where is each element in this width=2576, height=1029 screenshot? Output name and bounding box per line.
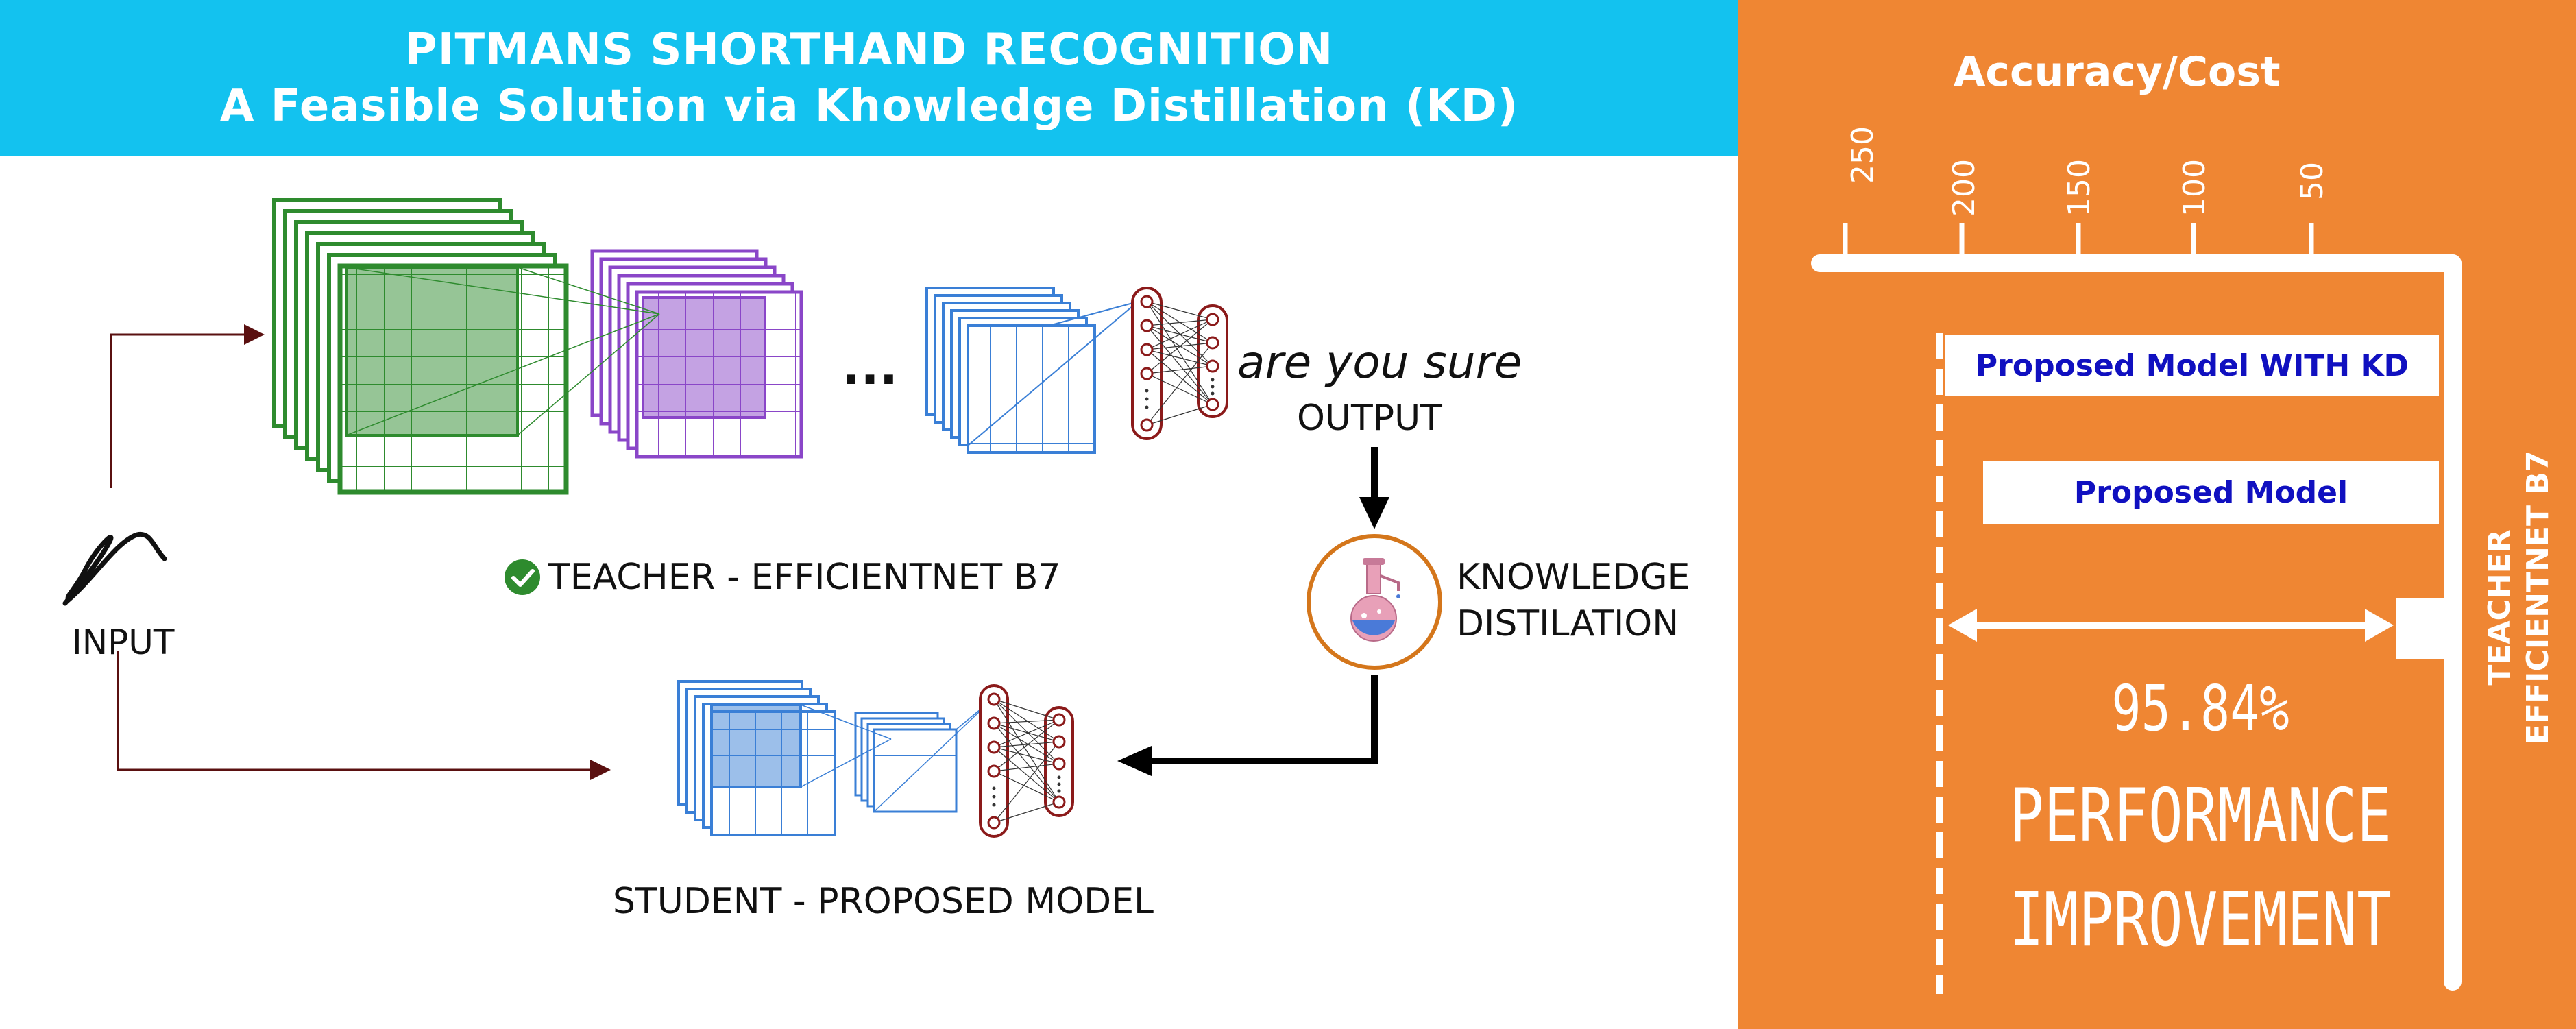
teacher-dense-layers <box>1131 287 1228 440</box>
header-title-line2: A Feasible Solution via Khowledge Distil… <box>219 81 1519 132</box>
student-label: STUDENT - PROPOSED MODEL <box>613 881 1154 922</box>
distilation-label: DISTILATION <box>1457 603 1679 644</box>
bar-proposed-model-kd-label: Proposed Model WITH KD <box>1975 348 2409 383</box>
header-banner: PITMANS SHORTHAND RECOGNITION A Feasible… <box>0 0 1738 156</box>
teacher-blue-conv-stack <box>925 287 1139 454</box>
distillation-node <box>1307 534 1442 670</box>
bar-proposed-model-kd: Proposed Model WITH KD <box>1945 335 2439 396</box>
panel-title: Accuracy/Cost <box>1954 48 2281 96</box>
teacher-vertical-label: TEACHER EFFICIENTNET B7 <box>2481 450 2557 744</box>
teacher-vertical-line1: TEACHER <box>2482 529 2517 686</box>
teacher-vertical-line2: EFFICIENTNET B7 <box>2520 450 2555 744</box>
teacher-green-conv-stack <box>272 198 569 495</box>
input-arrow-teacher <box>110 324 265 488</box>
improvement-line1: PERFORMANCE <box>2009 773 2392 859</box>
header-title-line1: PITMANS SHORTHAND RECOGNITION <box>404 25 1334 75</box>
handwriting-stroke-icon <box>62 531 167 606</box>
flask-icon <box>1350 558 1400 642</box>
output-to-distillation-arrow <box>1359 447 1389 529</box>
bar-proposed-model: Proposed Model <box>1983 461 2439 524</box>
knowledge-label: KNOWLEDGE <box>1457 557 1690 598</box>
tick-label: 150 <box>2062 159 2097 217</box>
improvement-value: 95.84% <box>2111 672 2289 745</box>
tick-label: 100 <box>2177 159 2212 217</box>
input-label: INPUT <box>72 622 175 662</box>
input-arrow-student <box>117 651 611 780</box>
teacher-label: TEACHER - EFFICIENTNET B7 <box>548 557 1061 598</box>
tick-label: 250 <box>1845 126 1880 184</box>
student-dense-layers <box>979 684 1074 838</box>
bar-proposed-model-label: Proposed Model <box>2074 474 2348 510</box>
student-conv-stack <box>677 680 993 836</box>
output-label: OUTPUT <box>1297 398 1442 439</box>
teacher-purple-conv-stack <box>345 249 803 459</box>
improvement-double-arrow <box>1948 609 2394 642</box>
tick-label: 200 <box>1947 159 1982 217</box>
check-circle-icon <box>505 559 540 595</box>
prediction-text: are you sure <box>1237 336 1522 389</box>
improvement-line2: IMPROVEMENT <box>2009 877 2392 963</box>
tick-label: 50 <box>2295 162 2330 200</box>
distillation-to-student-arrow <box>1117 675 1378 776</box>
teacher-bar-stub <box>2396 598 2453 659</box>
teacher-layers-ellipsis: ... <box>842 338 898 396</box>
